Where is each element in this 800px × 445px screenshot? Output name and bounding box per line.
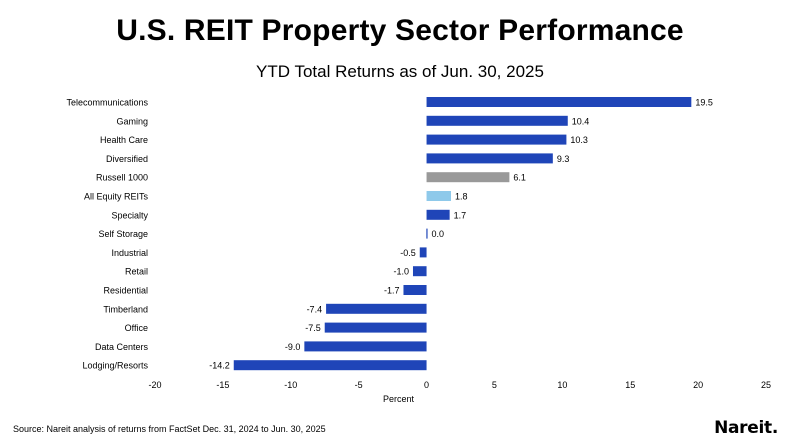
category-label: Office bbox=[125, 323, 148, 333]
bar bbox=[304, 341, 426, 351]
x-tick-label: -15 bbox=[216, 380, 229, 390]
bar bbox=[427, 135, 567, 145]
x-tick-label: -20 bbox=[148, 380, 161, 390]
data-label: 9.3 bbox=[557, 154, 570, 164]
category-label: Gaming bbox=[116, 116, 148, 126]
x-axis-title: Percent bbox=[383, 394, 415, 404]
category-label: Diversified bbox=[106, 154, 148, 164]
category-label: Data Centers bbox=[95, 342, 149, 352]
x-tick-label: 15 bbox=[625, 380, 635, 390]
category-label: Retail bbox=[125, 267, 148, 277]
bar bbox=[234, 360, 427, 370]
category-label: Russell 1000 bbox=[96, 173, 148, 183]
x-tick-label: -10 bbox=[284, 380, 297, 390]
x-tick-label: -5 bbox=[355, 380, 363, 390]
nareit-logo: Nareit. bbox=[714, 418, 778, 438]
data-label: -7.5 bbox=[305, 323, 321, 333]
category-label: Lodging/Resorts bbox=[82, 361, 148, 371]
data-label: -1.7 bbox=[384, 286, 400, 296]
bar bbox=[326, 304, 426, 314]
bar bbox=[420, 247, 427, 257]
category-label: Self Storage bbox=[98, 229, 148, 239]
data-label: -9.0 bbox=[285, 342, 301, 352]
data-label: -14.2 bbox=[209, 361, 230, 371]
bar bbox=[403, 285, 426, 295]
data-label: -0.5 bbox=[400, 248, 416, 258]
category-label: Specialty bbox=[111, 210, 148, 220]
category-label: All Equity REITs bbox=[84, 192, 149, 202]
bar bbox=[427, 191, 451, 201]
x-tick-label: 25 bbox=[761, 380, 771, 390]
bar bbox=[426, 229, 427, 239]
data-label: 1.7 bbox=[454, 210, 467, 220]
data-label: 0.0 bbox=[432, 229, 445, 239]
bar bbox=[427, 153, 553, 163]
category-label: Industrial bbox=[111, 248, 148, 258]
category-label: Residential bbox=[103, 286, 148, 296]
x-tick-label: 5 bbox=[492, 380, 497, 390]
bar bbox=[427, 210, 450, 220]
bar bbox=[427, 172, 510, 182]
data-label: -1.0 bbox=[393, 267, 409, 277]
bar bbox=[427, 97, 692, 107]
data-label: 6.1 bbox=[513, 173, 526, 183]
bar bbox=[427, 116, 568, 126]
data-label: 10.3 bbox=[570, 135, 588, 145]
category-label: Timberland bbox=[103, 304, 148, 314]
source-note: Source: Nareit analysis of returns from … bbox=[13, 424, 326, 434]
category-label: Health Care bbox=[100, 135, 148, 145]
data-label: 19.5 bbox=[695, 98, 713, 108]
bar bbox=[413, 266, 427, 276]
x-tick-label: 0 bbox=[424, 380, 429, 390]
data-label: 1.8 bbox=[455, 192, 468, 202]
x-tick-label: 20 bbox=[693, 380, 703, 390]
category-label: Telecommunications bbox=[66, 98, 148, 108]
x-tick-label: 10 bbox=[557, 380, 567, 390]
bar bbox=[325, 323, 427, 333]
data-label: 10.4 bbox=[572, 116, 590, 126]
data-label: -7.4 bbox=[307, 304, 323, 314]
